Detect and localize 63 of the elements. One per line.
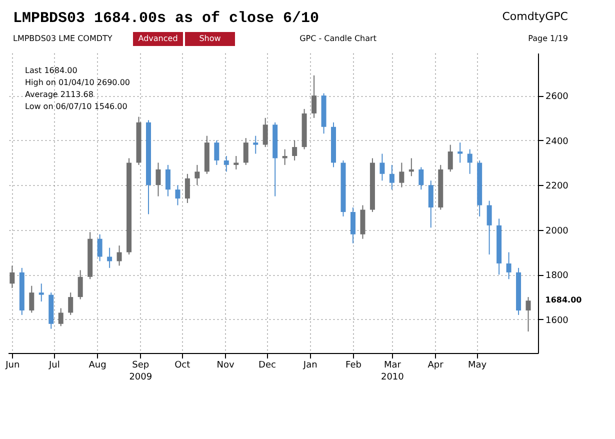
candlestick	[389, 164, 394, 190]
candlestick	[526, 296, 531, 332]
x-tick-label: Sep 2009	[129, 360, 152, 382]
text: LMPBDS03 LME COMDTY	[13, 34, 112, 43]
x-tick-label: Feb	[346, 360, 362, 370]
candlestick	[224, 155, 229, 172]
candlestick	[156, 162, 161, 197]
y-tick-label: 2000	[546, 226, 569, 236]
chart-title: LMPBDS03 1684.00s as of close 6/10	[13, 10, 320, 27]
x-tick-label: Nov	[216, 360, 235, 370]
x-tick-label: Jul	[48, 360, 60, 370]
x-tick-label: Apr	[428, 360, 444, 370]
annotation: High on 01/04/10 2690.00	[25, 78, 130, 87]
candlestick	[506, 252, 512, 280]
text: Show	[199, 34, 222, 43]
x-tick-label: Aug	[88, 360, 106, 370]
candlestick	[68, 292, 74, 316]
candlestick	[29, 285, 34, 314]
y-tick-label: 2200	[546, 182, 569, 192]
candlestick	[243, 138, 248, 166]
candlestick	[116, 245, 122, 266]
x-tick-label: Oct	[174, 360, 191, 370]
candlestick	[194, 164, 200, 186]
y-tick-label: 1600	[546, 316, 569, 326]
y-tick-label: 1800	[546, 271, 569, 282]
candlestick	[380, 153, 385, 182]
candlestick	[399, 162, 404, 188]
annotation: 1684.00	[545, 296, 582, 305]
candlestick	[78, 270, 83, 300]
candlestick	[292, 140, 298, 161]
annotation: Last 1684.00	[25, 66, 78, 75]
y-tick-label: 2600	[546, 92, 569, 102]
candlestick	[165, 164, 170, 197]
candlestick	[97, 234, 102, 262]
annotation: Low on 06/07/10 1546.00	[25, 102, 128, 111]
x-tick-label: Jun	[4, 360, 20, 370]
candlestick	[486, 200, 492, 255]
candlestick	[10, 265, 15, 289]
candlestick	[214, 140, 220, 166]
candlestick	[38, 283, 44, 302]
y-tick-label: 2400	[546, 136, 569, 147]
candlestick	[418, 166, 424, 190]
candlestick	[184, 173, 190, 204]
annotation: Average 2113.68	[25, 90, 94, 99]
text: Advanced	[138, 34, 178, 43]
candlestick	[107, 247, 112, 268]
candlestick	[58, 308, 64, 327]
x-tick-label: Mar 2010	[380, 360, 404, 382]
candlestick	[428, 180, 434, 228]
candlestick	[175, 184, 180, 206]
x-tick-label: May	[468, 360, 488, 370]
candlestick	[350, 206, 356, 244]
text: ComdtyGPC	[502, 10, 568, 23]
candlestick	[234, 155, 239, 170]
candlestick	[262, 117, 268, 148]
text: GPC - Candle Chart	[300, 34, 376, 43]
candlestick	[312, 74, 317, 118]
candlestick	[253, 135, 258, 154]
text: Page 1/19	[528, 34, 568, 43]
candlestick	[448, 144, 453, 172]
candlestick	[467, 148, 472, 174]
x-tick-label: Dec	[258, 360, 276, 370]
x-tick-label: Jan	[302, 360, 318, 370]
